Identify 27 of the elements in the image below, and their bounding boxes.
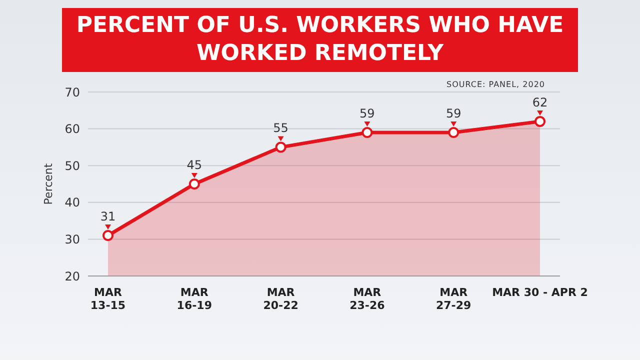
x-tick-label: MAR 16-19 bbox=[176, 286, 212, 312]
y-tick-label: 40 bbox=[64, 196, 80, 210]
point bbox=[102, 230, 114, 242]
chart-title: PERCENT OF U.S. WORKERS WHO HAVE WORKED REMOTELY bbox=[75, 12, 565, 68]
data-label: 62 bbox=[532, 95, 548, 110]
point bbox=[275, 142, 286, 153]
x-tick-label: MAR 30 - APR 2 bbox=[492, 286, 588, 299]
y-tick-label: 70 bbox=[64, 85, 80, 100]
data-label: 45 bbox=[186, 158, 202, 172]
data-label: 55 bbox=[273, 121, 288, 136]
x-tick-label: MAR 13-15 bbox=[90, 286, 126, 312]
source-note: SOURCE: PANEL, 2020 bbox=[446, 80, 545, 89]
point bbox=[534, 116, 546, 127]
point bbox=[448, 126, 460, 138]
y-tick-label: 20 bbox=[64, 269, 80, 284]
point bbox=[188, 178, 200, 190]
data-label: 59 bbox=[446, 106, 462, 120]
x-tick-label: MAR 23-26 bbox=[350, 286, 386, 312]
point bbox=[362, 126, 373, 138]
y-tick-label: 30 bbox=[64, 232, 80, 246]
data-label: 59 bbox=[360, 106, 375, 120]
data-label: 31 bbox=[100, 210, 116, 224]
y-tick-label: 50 bbox=[64, 158, 80, 173]
y-tick-label: 60 bbox=[64, 122, 80, 136]
x-tick-label: MAR 20-22 bbox=[263, 286, 298, 312]
y-axis-title: Percent bbox=[42, 162, 55, 205]
x-tick-label: MAR 27-29 bbox=[436, 286, 472, 312]
